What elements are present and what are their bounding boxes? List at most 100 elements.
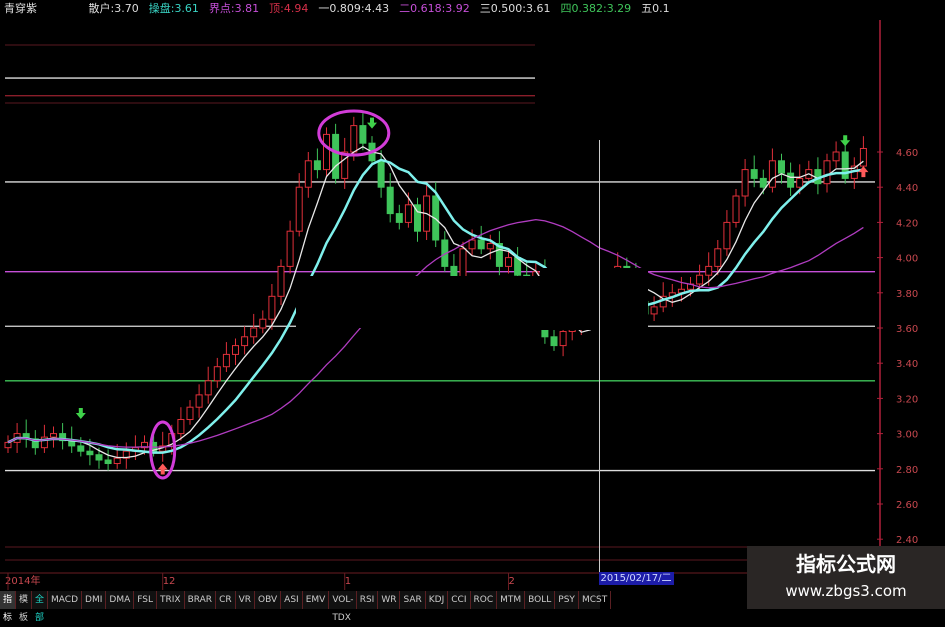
legend-value: 3.61 (174, 2, 199, 15)
candle-body (4, 441, 12, 449)
candle-body (295, 186, 303, 232)
tab-macd[interactable]: MACD (48, 591, 83, 609)
sell-arrow-icon (75, 408, 86, 419)
candle-body (122, 450, 130, 459)
legend-value: 3.81 (234, 2, 260, 15)
buy-arrow-icon (858, 166, 869, 178)
tab-mtm[interactable]: MTM (497, 591, 526, 609)
candle-body (832, 151, 840, 162)
y-tick-label: 3.40 (896, 359, 918, 370)
indicator-title: 青穿紫 (4, 2, 37, 15)
candle-body (232, 345, 239, 355)
tab-cci[interactable]: CCI (448, 591, 471, 609)
tab-brar[interactable]: BRAR (185, 591, 217, 609)
legend-label: 四0.382: (560, 2, 607, 15)
legend-value: 3.29 (606, 2, 632, 15)
legend-label: 三0.500: (479, 2, 526, 15)
y-tick-label: 4.20 (896, 218, 918, 229)
tab-dmi[interactable]: DMI (82, 591, 107, 609)
legend-item: 操盘:3.61 (149, 2, 204, 15)
tab-obv[interactable]: OBV (255, 591, 282, 609)
tab-sar[interactable]: SAR (400, 591, 426, 609)
tab-dma[interactable]: DMA (106, 591, 135, 609)
candle-body (177, 419, 185, 435)
candlestick-chart[interactable]: 4.60 4.40 4.20 4.00 3.80 3.60 3.40 3.20 3.00 2.80… (0, 0, 945, 609)
x-tick-label: 2014年 (5, 574, 40, 587)
tab-psy[interactable]: PSY (555, 591, 579, 609)
tab-cr[interactable]: CR (216, 591, 236, 609)
candle-body (468, 239, 476, 250)
tab-asi[interactable]: ASI (281, 591, 303, 609)
sell-arrow-icon (840, 135, 851, 147)
candle-body (377, 160, 385, 188)
y-tick-label: 3.00 (896, 430, 918, 441)
candle-body (332, 133, 340, 179)
y-tick-label: 2.80 (896, 465, 918, 476)
legend-value: 4.43 (364, 2, 390, 15)
tab-mcst[interactable]: MCST (579, 591, 612, 609)
candle-body (86, 450, 94, 456)
y-tick-label: 4.40 (896, 183, 918, 194)
candle-body (286, 230, 294, 267)
candle-body (350, 125, 358, 153)
candle-body (432, 195, 440, 241)
candle-body (550, 336, 558, 347)
tab-wr[interactable]: WR (378, 591, 401, 609)
candle-body (395, 213, 403, 223)
tab-模板[interactable]: 模板 (16, 591, 33, 623)
candle-body (404, 204, 412, 223)
candle-body (486, 243, 494, 250)
tab-kdj[interactable]: KDJ (426, 591, 449, 609)
tab-fsl[interactable]: FSL (134, 591, 157, 609)
candle-body (341, 151, 349, 179)
legend-item: 二0.618:3.92 (399, 2, 475, 15)
candle-body (495, 243, 503, 267)
tab-boll[interactable]: BOLL (525, 591, 556, 609)
candle-body (787, 172, 795, 188)
y-tick-label: 3.80 (896, 289, 918, 300)
candle-body (696, 274, 704, 285)
y-tick-label: 4.60 (896, 148, 918, 159)
candle-body (750, 169, 758, 179)
tab-指标[interactable]: 指标 (0, 591, 17, 623)
legend-item: 顶:4.94 (269, 2, 313, 15)
tab-vr[interactable]: VR (236, 591, 256, 609)
tab-trix[interactable]: TRIX (157, 591, 185, 609)
candle-body (95, 454, 103, 461)
candle-body (723, 221, 731, 250)
tab-vol-tdx[interactable]: VOL-TDX (329, 591, 357, 623)
legend-item: 四0.382:3.29 (560, 2, 636, 15)
tab-rsi[interactable]: RSI (357, 591, 379, 609)
candle-body (77, 445, 85, 452)
candle-body (59, 433, 67, 442)
candle-body (204, 380, 212, 396)
tab-roc[interactable]: ROC (471, 591, 498, 609)
legend-item: 散户:3.70 (89, 2, 144, 15)
candle-body (359, 125, 367, 144)
legend-value: 3.92 (445, 2, 470, 15)
legend-label: 五0.1 (641, 2, 670, 15)
x-tick-label: 12 (163, 576, 176, 587)
indicator-tab-bar: 指标 模板 全部 MACD DMI DMA FSL TRIX BRAR CR VR OBV ASI EMV… (0, 591, 612, 623)
legend-item: 五0.1 (641, 2, 675, 15)
candle-body (477, 239, 485, 250)
highlight-circle (149, 420, 177, 480)
candle-body (141, 441, 148, 449)
candle-body (186, 406, 194, 421)
candle-body (705, 265, 713, 276)
tab-emv[interactable]: EMV (303, 591, 330, 609)
masked-region (296, 276, 540, 328)
crosshair-date-label: 2015/02/17/二 (598, 572, 674, 585)
legend-label: 二0.618: (399, 2, 446, 15)
legend-label: 一0.809: (318, 2, 365, 15)
candle-body (213, 366, 221, 382)
ma30-line (7, 218, 864, 448)
candle-body (250, 327, 258, 338)
candle-body (414, 204, 421, 232)
candle-body (50, 433, 57, 438)
tab-全部[interactable]: 全部 (32, 591, 49, 623)
sell-arrow-icon (367, 117, 377, 129)
candle-body (741, 169, 749, 197)
candle-body (104, 459, 112, 465)
highlight-circle (317, 109, 391, 157)
